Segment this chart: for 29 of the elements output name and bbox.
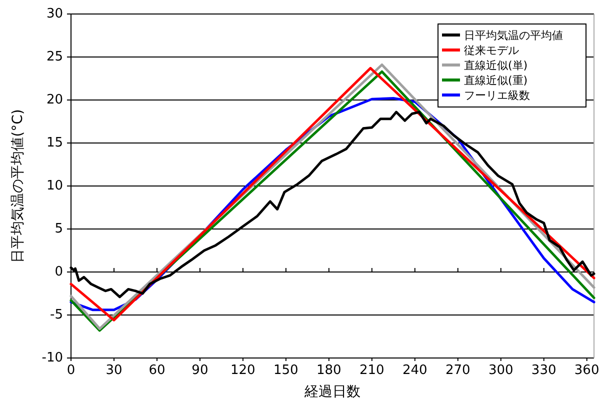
x-axis-title: 経過日数 bbox=[304, 384, 360, 400]
x-tick-label: 210 bbox=[359, 363, 384, 378]
x-tick-label: 90 bbox=[192, 363, 208, 378]
legend-label: 直線近似(単) bbox=[464, 58, 528, 72]
y-tick-label: 10 bbox=[46, 178, 63, 194]
x-tick-label: 240 bbox=[402, 363, 428, 378]
y-tick-label: -5 bbox=[50, 308, 63, 322]
x-tick-label: 150 bbox=[274, 363, 298, 378]
y-tick-label: 30 bbox=[46, 6, 63, 22]
x-tick-label: 360 bbox=[574, 363, 600, 378]
legend-label: フーリエ級数 bbox=[464, 88, 530, 102]
x-tick-label: 0 bbox=[66, 363, 76, 378]
x-tick-label: 300 bbox=[488, 363, 514, 378]
y-tick-label: -10 bbox=[42, 350, 63, 366]
y-tick-label: 0 bbox=[54, 264, 63, 280]
legend-label: 日平均気温の平均値 bbox=[464, 28, 563, 42]
x-tick-label: 30 bbox=[106, 363, 122, 378]
x-tick-label: 270 bbox=[445, 363, 470, 378]
y-tick-label: 25 bbox=[46, 50, 63, 64]
y-tick-label: 20 bbox=[46, 92, 63, 108]
x-tick-label: 120 bbox=[230, 363, 256, 378]
x-tick-label: 180 bbox=[316, 363, 342, 378]
y-tick-label: 5 bbox=[54, 222, 63, 236]
y-tick-label: 15 bbox=[46, 136, 63, 150]
legend-label: 従来モデル bbox=[464, 44, 519, 57]
x-tick-label: 330 bbox=[531, 363, 556, 378]
legend-label: 直線近似(重) bbox=[464, 74, 528, 87]
y-axis-title: 日平均気温の平均値(°C) bbox=[10, 109, 26, 263]
x-tick-label: 60 bbox=[148, 363, 166, 378]
